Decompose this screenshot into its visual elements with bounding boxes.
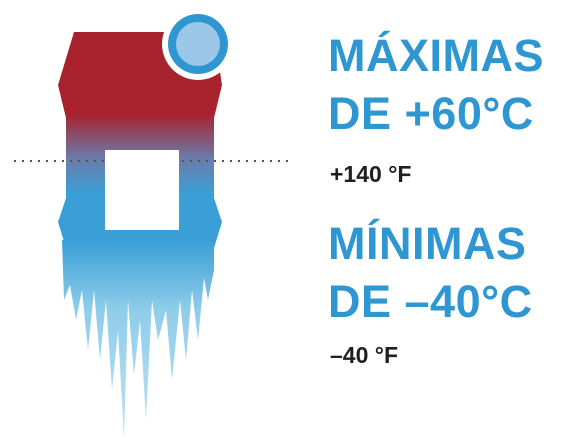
min-temp-fahrenheit: –40 °F [330, 342, 399, 368]
min-temp-label: MÍNIMAS [328, 218, 527, 269]
max-temp-label: MÁXIMAS [328, 30, 544, 81]
icicles-icon [62, 240, 214, 440]
max-temp-fahrenheit: +140 °F [330, 161, 412, 187]
indicator-circle-icon [162, 8, 234, 80]
thermometer-block-icon [58, 32, 222, 248]
min-temp-value: DE –40°C [328, 276, 533, 327]
max-temp-value: DE +60°C [328, 88, 534, 139]
window-square [105, 150, 179, 230]
